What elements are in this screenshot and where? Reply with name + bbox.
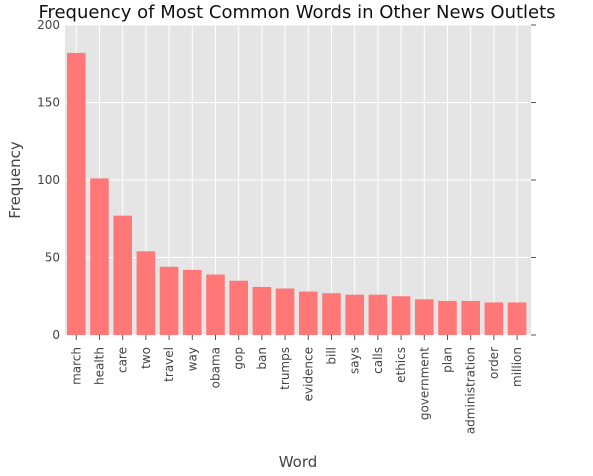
bar-obama: [206, 274, 225, 335]
bar-order: [484, 302, 504, 335]
x-tick-label-trumps: trumps: [278, 347, 292, 390]
bar-gop: [229, 280, 248, 335]
bar-says: [345, 294, 364, 335]
y-axis-label: Frequency: [6, 141, 24, 219]
x-tick-label-ban: ban: [255, 347, 269, 370]
y-axis-ticks: 0 50 100 150 200: [37, 18, 536, 342]
bar-travel: [159, 266, 179, 335]
y-tick-label: 200: [37, 18, 60, 32]
x-tick-label-travel: travel: [162, 347, 176, 382]
x-tick-label-says: says: [348, 347, 362, 374]
bar-bill: [322, 293, 341, 335]
x-tick-label-way: way: [185, 347, 199, 371]
x-tick-label-march: march: [69, 347, 83, 385]
x-axis-ticks: march health care two travel way obama gop ban tr…: [69, 335, 524, 434]
x-tick-label-gop: gop: [232, 347, 246, 370]
bar-plan: [438, 300, 457, 335]
chart-title: Frequency of Most Common Words in Other …: [38, 2, 555, 23]
bar-administration: [461, 300, 480, 335]
x-tick-label-plan: plan: [440, 347, 454, 373]
bars: [67, 52, 527, 336]
x-tick-label-order: order: [487, 347, 501, 379]
bar-government: [415, 299, 434, 335]
y-tick-label: 100: [37, 173, 60, 187]
x-tick-label-care: care: [116, 347, 130, 373]
y-tick-label: 150: [37, 96, 60, 110]
x-tick-label-obama: obama: [208, 347, 222, 388]
bar-trumps: [275, 288, 295, 335]
bar-way: [183, 269, 202, 335]
x-tick-label-million: million: [510, 347, 524, 387]
x-tick-label-health: health: [92, 347, 106, 385]
bar-care: [113, 215, 132, 335]
x-tick-label-government: government: [417, 347, 431, 420]
x-tick-label-two: two: [139, 347, 153, 369]
x-tick-label-calls: calls: [371, 347, 385, 374]
y-tick-label: 0: [52, 328, 60, 342]
bar-ban: [252, 286, 272, 335]
bar-two: [136, 251, 156, 335]
bar-million: [507, 302, 527, 335]
bar-ethics: [391, 296, 411, 335]
bar-evidence: [299, 291, 318, 335]
bar-calls: [368, 294, 388, 335]
bar-health: [90, 178, 109, 335]
x-axis-label: Word: [279, 453, 318, 471]
x-tick-label-ethics: ethics: [394, 347, 408, 383]
x-tick-label-administration: administration: [464, 347, 478, 434]
x-tick-label-evidence: evidence: [301, 347, 315, 401]
y-tick-label: 50: [45, 251, 60, 265]
bar-march: [67, 52, 86, 336]
x-tick-label-bill: bill: [324, 347, 338, 365]
